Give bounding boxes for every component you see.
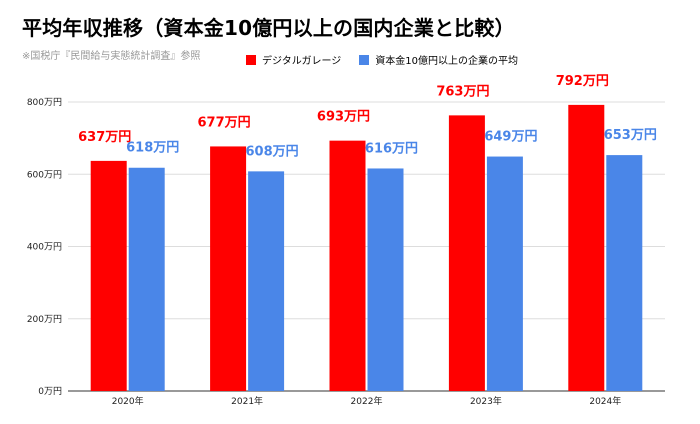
bar xyxy=(329,140,366,391)
bar xyxy=(128,167,165,391)
data-label: 637万円 xyxy=(78,130,131,145)
data-label: 653万円 xyxy=(604,128,657,143)
legend-label: デジタルガレージ xyxy=(262,56,342,67)
legend-item-digital-garage: デジタルガレージ xyxy=(246,52,341,67)
y-tick-label: 200万円 xyxy=(27,314,62,325)
bar xyxy=(210,146,247,391)
data-label: 792万円 xyxy=(556,74,609,89)
data-label: 616万円 xyxy=(365,141,418,156)
data-label: 763万円 xyxy=(436,84,489,99)
bar xyxy=(248,171,285,391)
bar xyxy=(90,160,127,391)
bar xyxy=(367,168,404,391)
legend-item-average: 資本金10億円以上の企業の平均 xyxy=(359,52,518,67)
bar xyxy=(606,155,643,391)
bar xyxy=(568,104,605,391)
legend-swatch-red xyxy=(246,54,256,65)
legend-swatch-blue xyxy=(359,54,370,65)
data-label: 649万円 xyxy=(484,130,537,145)
data-label: 618万円 xyxy=(126,141,179,156)
y-tick-label: 0万円 xyxy=(38,386,62,397)
legend: デジタルガレージ 資本金10億円以上の企業の平均 xyxy=(246,52,518,67)
chart-title: 平均年収推移（資本金10億円以上の国内企業と比較） xyxy=(22,16,515,40)
bar xyxy=(448,115,485,392)
source-note: ※国税庁『民間給与実態統計調査』参照 xyxy=(22,51,201,62)
bar xyxy=(486,156,523,391)
legend-label: 資本金10億円以上の企業の平均 xyxy=(375,56,519,67)
y-tick-label: 400万円 xyxy=(27,242,62,253)
y-tick-label: 800万円 xyxy=(27,97,62,108)
x-tick-label: 2021年 xyxy=(231,395,263,407)
data-label: 677万円 xyxy=(198,115,251,130)
x-tick-label: 2024年 xyxy=(589,395,621,407)
x-tick-label: 2022年 xyxy=(351,395,383,407)
x-tick-label: 2023年 xyxy=(470,395,502,407)
data-label: 608万円 xyxy=(246,144,299,159)
y-tick-label: 600万円 xyxy=(27,169,62,180)
x-tick-label: 2020年 xyxy=(112,395,144,407)
data-label: 693万円 xyxy=(317,110,370,125)
